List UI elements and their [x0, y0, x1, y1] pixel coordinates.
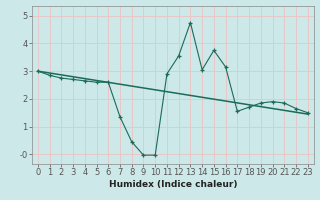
- X-axis label: Humidex (Indice chaleur): Humidex (Indice chaleur): [108, 180, 237, 189]
